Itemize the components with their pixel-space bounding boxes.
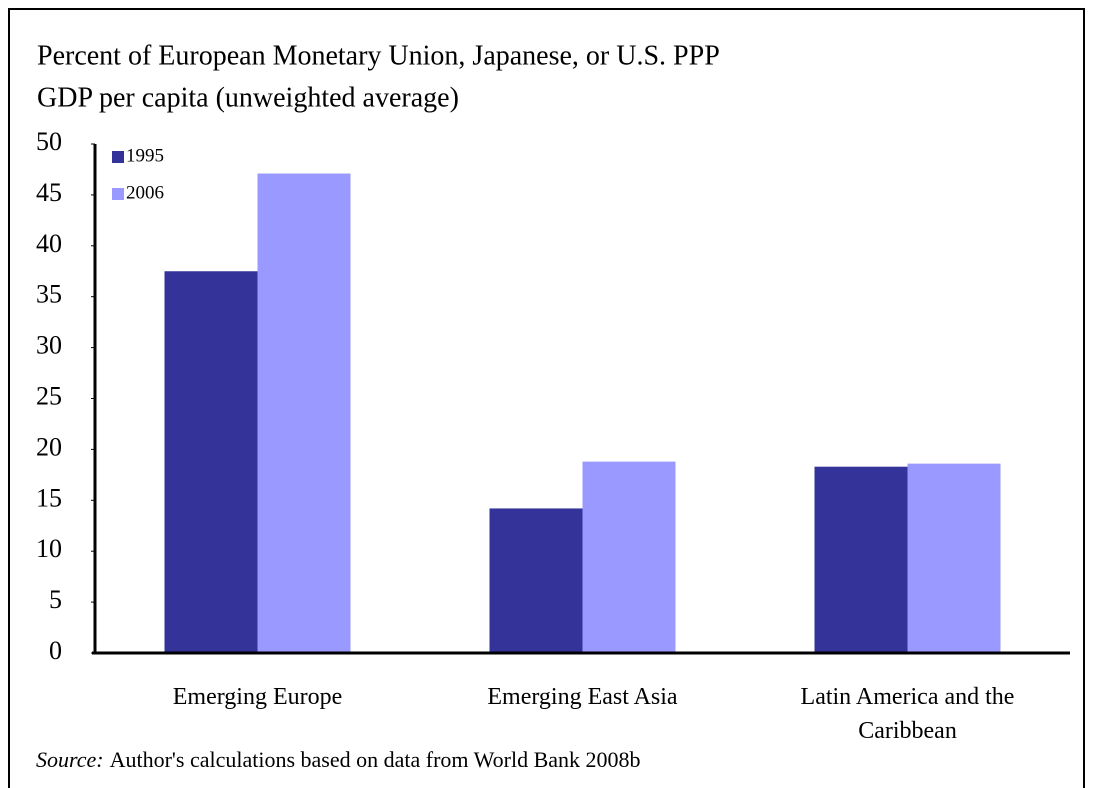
legend-swatch	[112, 151, 124, 163]
x-tick-label-box: Latin America and the Caribbean	[800, 684, 1015, 744]
y-tick-label: 15	[36, 483, 62, 512]
y-tick-label: 40	[36, 229, 62, 258]
source-text: Author's calculations based on data from…	[110, 747, 641, 772]
y-tick-label: 20	[36, 432, 62, 461]
chart-title: Percent of European Monetary Union, Japa…	[37, 40, 720, 71]
bar	[582, 461, 676, 653]
y-tick-label: 50	[36, 127, 62, 156]
bar	[257, 173, 351, 653]
x-tick-label-box: Emerging Europe	[172, 684, 343, 710]
x-tick-label-box: Emerging East Asia	[487, 684, 678, 710]
frame	[8, 8, 1085, 788]
bar	[164, 271, 258, 653]
x-tick-label: Emerging East Asia	[487, 684, 678, 710]
y-tick-label: 30	[36, 331, 62, 360]
chart-title: GDP per capita (unweighted average)	[37, 82, 459, 113]
legend-label: 1995	[126, 145, 164, 166]
bar	[814, 466, 908, 653]
legend-swatch	[112, 188, 124, 200]
y-tick-label: 45	[36, 178, 62, 207]
source-label: Source:	[36, 747, 104, 772]
x-tick-label: Latin America and the Caribbean	[800, 684, 1015, 744]
bar	[489, 508, 583, 653]
x-tick-label: Emerging Europe	[172, 684, 343, 710]
y-tick-label: 10	[36, 534, 62, 563]
source: Source: Author's calculations based on da…	[36, 747, 641, 772]
legend-label: 2006	[126, 182, 164, 203]
y-tick-label: 0	[49, 636, 62, 665]
y-tick-label: 35	[36, 280, 62, 309]
y-tick-label: 25	[36, 381, 62, 410]
y-tick-label: 5	[49, 585, 62, 614]
bar	[907, 463, 1001, 653]
